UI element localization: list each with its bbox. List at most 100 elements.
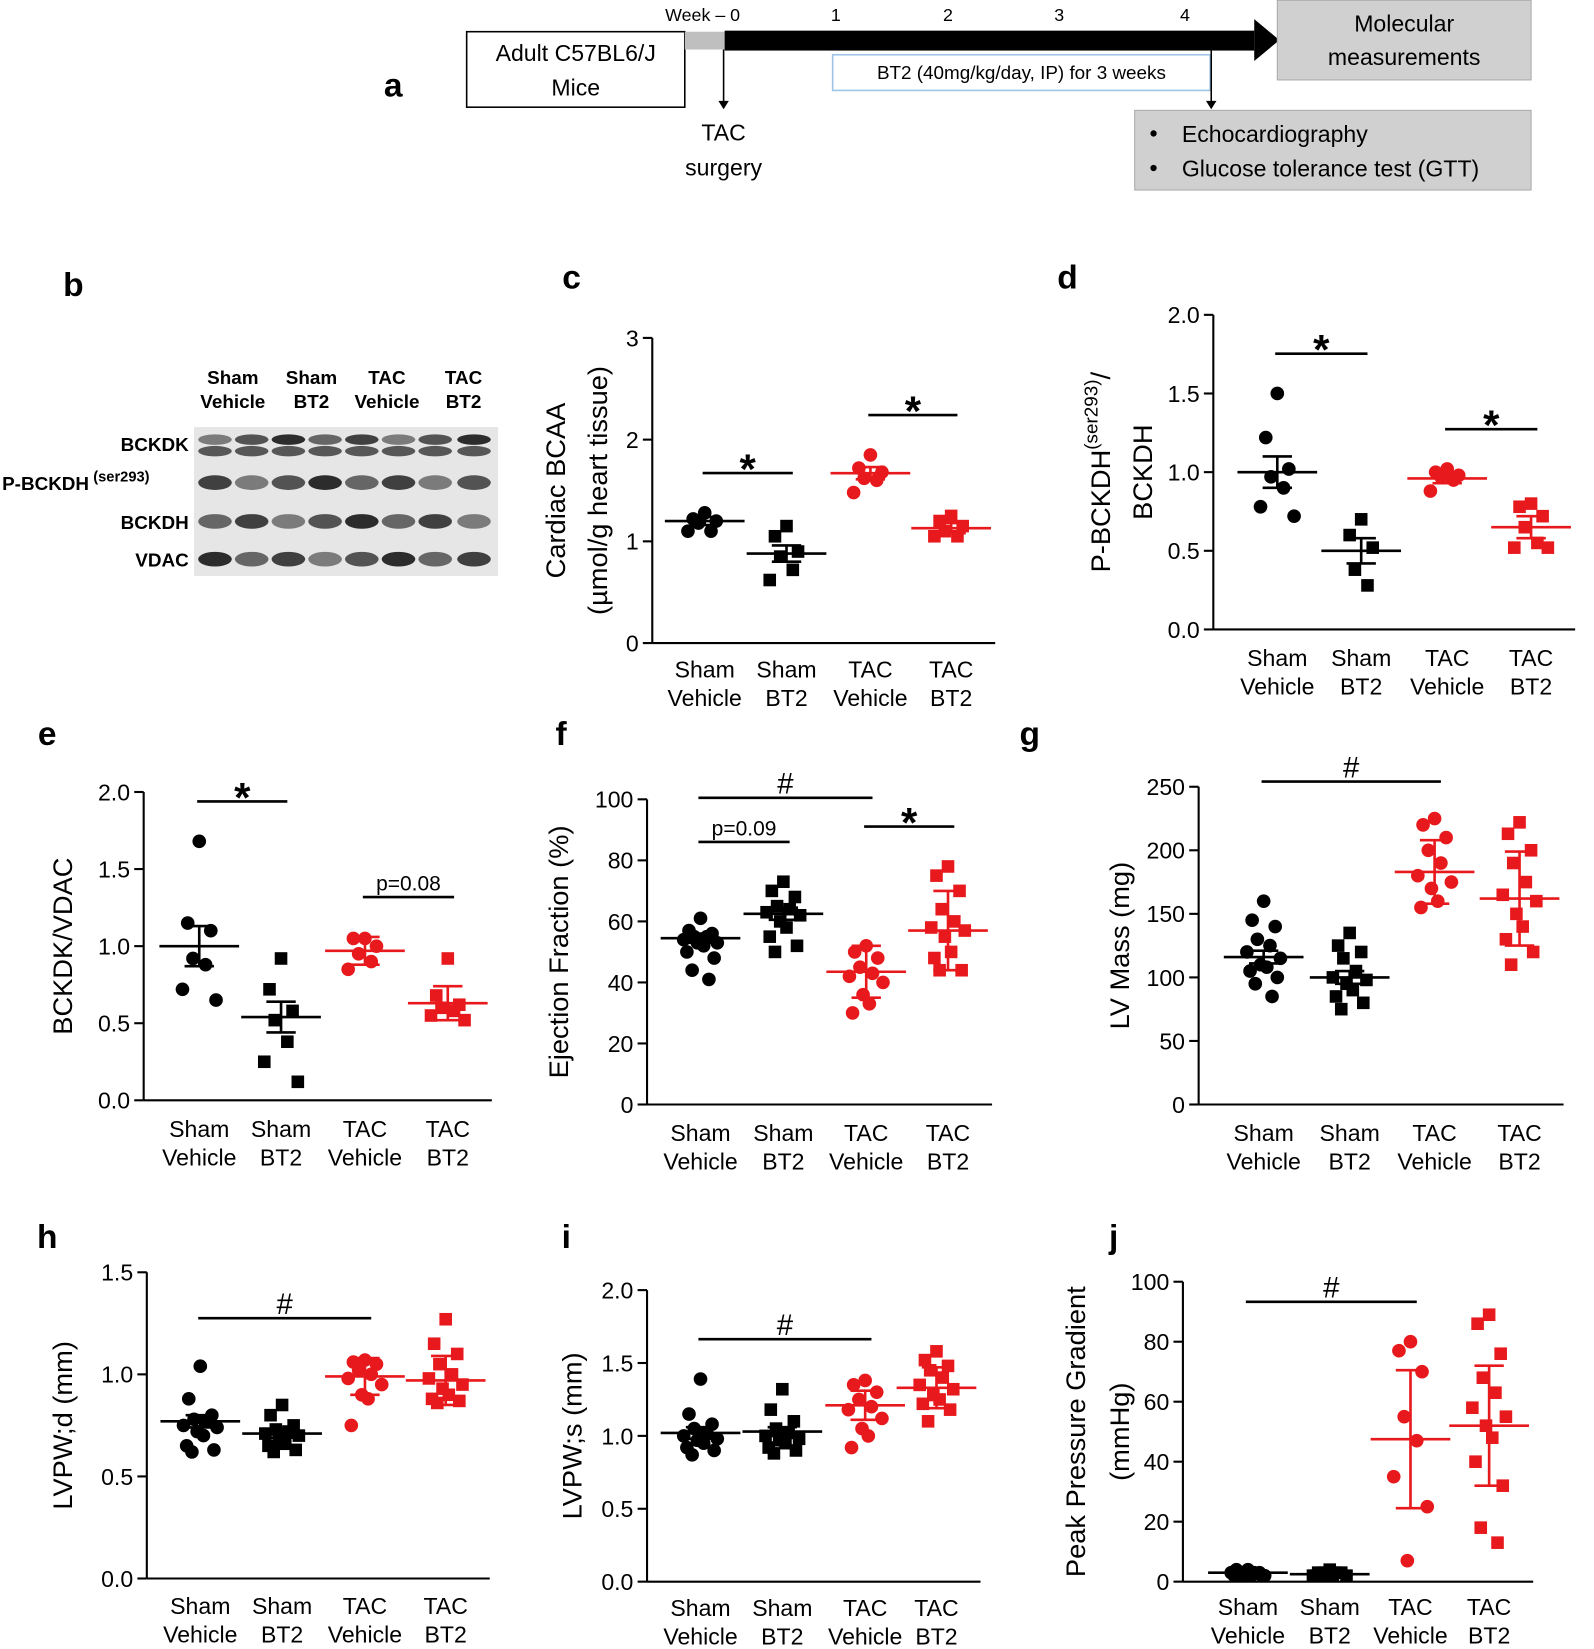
panel-label: h xyxy=(37,1219,58,1256)
significance-label: # xyxy=(777,768,794,801)
data-point xyxy=(198,957,213,972)
panel-label: j xyxy=(1108,1219,1118,1256)
data-point xyxy=(792,1432,806,1446)
data-point xyxy=(267,1445,280,1459)
error-bar xyxy=(1334,969,1365,986)
y-tick-label: 0.0 xyxy=(601,1569,633,1595)
data-point xyxy=(693,911,708,926)
y-tick-label: 0 xyxy=(621,1092,634,1118)
data-point xyxy=(930,869,943,882)
x-tick-label: Sham xyxy=(169,1116,229,1142)
timeline-arrow xyxy=(724,30,1255,51)
blot-band xyxy=(271,445,306,457)
data-point xyxy=(1526,945,1540,959)
measurement-text: Glucose tolerance test (GTT) xyxy=(1182,155,1479,181)
x-tick-label: TAC xyxy=(423,1593,467,1619)
data-point xyxy=(1531,536,1544,550)
data-point xyxy=(210,1420,224,1435)
y-axis-label-text: BCKDK/VDAC xyxy=(47,858,78,1035)
x-tick-label: BT2 xyxy=(761,1624,803,1649)
y-axis-label-suffix: / xyxy=(1085,371,1116,379)
blot-row-label: BCKDK xyxy=(121,434,189,455)
x-tick-label: Sham xyxy=(753,1120,813,1146)
data-point xyxy=(783,902,796,916)
data-point xyxy=(777,875,790,889)
significance-label: # xyxy=(1323,1272,1340,1305)
data-point xyxy=(1392,1343,1406,1358)
data-point xyxy=(707,951,721,965)
blot-band xyxy=(381,434,416,445)
y-axis-label: Cardiac BCAA xyxy=(540,402,571,578)
data-point xyxy=(1343,926,1356,940)
y-tick-label: 1.5 xyxy=(601,1350,633,1376)
y-tick-label: 1 xyxy=(626,529,639,555)
x-tick-label: BT2 xyxy=(1309,1623,1351,1649)
blot-band xyxy=(234,434,269,445)
data-point xyxy=(175,982,190,997)
blot-band xyxy=(345,514,379,529)
mice-text: Mice xyxy=(551,75,600,101)
data-point xyxy=(1446,473,1461,487)
data-point xyxy=(1491,1536,1504,1549)
data-point xyxy=(1282,462,1296,476)
error-bar xyxy=(185,1413,215,1429)
data-point xyxy=(948,915,961,928)
x-tick-label: TAC xyxy=(848,657,892,683)
x-tick-label: Vehicle xyxy=(663,1624,737,1649)
x-tick-label: BT2 xyxy=(915,1624,957,1649)
x-tick-label: TAC xyxy=(426,1116,470,1142)
blot-band xyxy=(418,551,452,567)
data-point xyxy=(192,834,207,849)
significance-label: # xyxy=(277,1288,294,1321)
data-point xyxy=(286,1004,299,1018)
data-point xyxy=(928,951,941,965)
blot-band xyxy=(234,475,269,490)
data-point xyxy=(1476,1371,1490,1384)
data-point xyxy=(870,951,885,965)
error-bar xyxy=(1315,1571,1345,1577)
panel-label: e xyxy=(38,716,57,753)
y-tick-label: 40 xyxy=(1144,1449,1170,1475)
data-point xyxy=(1356,996,1370,1010)
data-point xyxy=(364,1367,379,1382)
blot-band xyxy=(271,475,306,490)
x-tick-label: Sham xyxy=(170,1593,230,1619)
x-tick-label: Sham xyxy=(1331,645,1391,671)
blot-column-label: Vehicle xyxy=(354,391,419,412)
x-tick-label: BT2 xyxy=(1510,673,1552,699)
y-tick-label: 1.5 xyxy=(101,1260,133,1286)
dot-plot: f 0 20 40 60 80 100 Ejection Fraction (%) Sham Ve… xyxy=(543,716,993,1175)
data-point xyxy=(1499,932,1513,946)
arrow-head xyxy=(1205,100,1217,110)
dot-plot: d 0.0 0.5 1.0 1.5 2.0 P-BCKDH(ser293)/ BCKDH Sha… xyxy=(1057,260,1576,699)
y-axis-label: LVPW;s (mm) xyxy=(557,1352,588,1519)
significance-label: * xyxy=(234,774,251,821)
data-point xyxy=(760,905,773,919)
data-point xyxy=(1397,1409,1412,1424)
data-point xyxy=(180,916,195,930)
timeline-panel: a Adult C57BL6/J Mice Week – 0 1 2 3 4 M… xyxy=(384,0,1532,191)
significance-label: * xyxy=(1313,326,1330,373)
error-bar xyxy=(1419,838,1450,905)
blot-band xyxy=(418,514,452,529)
y-axis-label-text: LVPW;s (mm) xyxy=(557,1352,588,1519)
dot-plot: j 0 20 40 60 80 100 Peak Pressure Gradient (mmHg… xyxy=(1060,1219,1534,1649)
data-point xyxy=(1403,1334,1418,1349)
blot-band xyxy=(234,551,269,567)
data-point xyxy=(441,952,455,965)
dot-plot: e0.00.51.01.52.0BCKDK/VDACShamVehicleSha… xyxy=(38,716,492,1170)
y-tick-label: 2.0 xyxy=(1168,302,1200,328)
data-point xyxy=(791,545,805,558)
x-tick-label: BT2 xyxy=(930,685,972,711)
data-point xyxy=(1331,939,1345,952)
data-point xyxy=(257,1055,271,1069)
data-point xyxy=(185,1445,199,1459)
week-label: Week – 0 xyxy=(665,5,740,25)
y-tick-label: 0.0 xyxy=(1168,617,1200,643)
y-axis-label-text: Cardiac BCAA xyxy=(540,402,571,578)
data-point xyxy=(374,1377,389,1392)
x-tick-label: TAC xyxy=(914,1595,958,1621)
blot-column-label: TAC xyxy=(368,367,406,388)
y-axis-label: (µmol/g heart tissue) xyxy=(582,366,613,615)
data-point xyxy=(861,1429,876,1443)
